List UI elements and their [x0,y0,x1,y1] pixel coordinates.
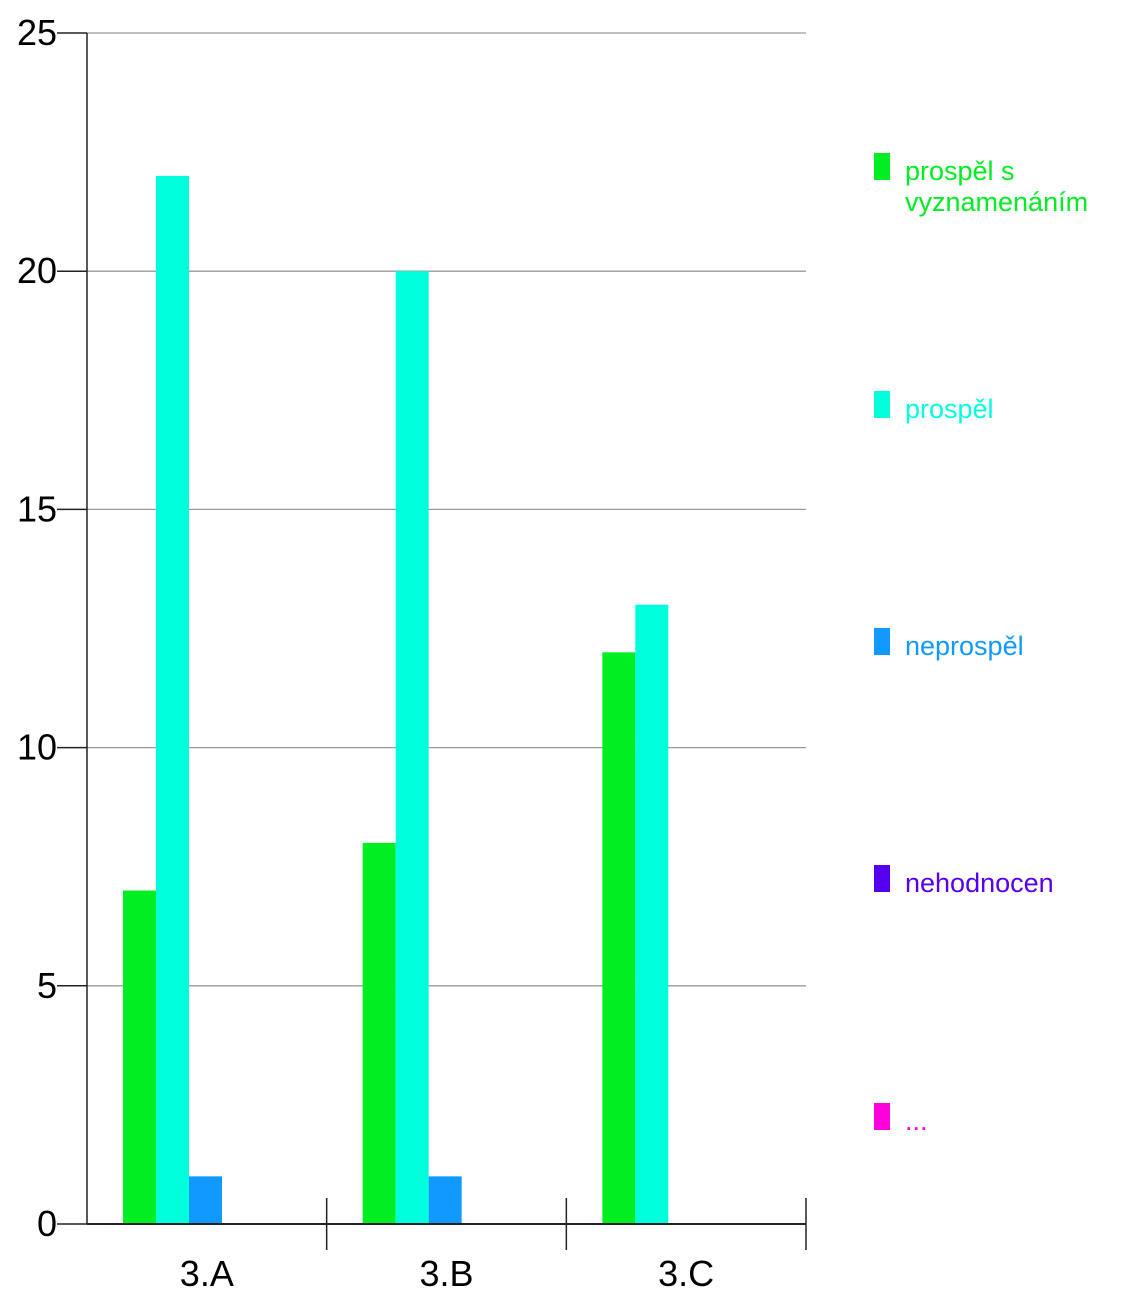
legend-swatch [874,1103,890,1130]
legend-swatch [874,865,890,892]
legend-label: nehodnocen [905,868,1054,898]
bar-3b-series-3 [428,1176,462,1224]
legend-label: prospěl [905,394,994,424]
bars [123,175,669,1224]
grid-lines [87,32,806,987]
bar-3c-series-1 [602,652,636,1224]
legend-label: prospěl s [905,156,1015,186]
legend-label: ... [905,1106,928,1136]
bar-3a-series-2 [156,175,189,1224]
bar-3c-series-2 [635,604,669,1224]
x-tick-label: 3.A [180,1253,234,1292]
legend-swatch [874,153,890,180]
bar-3b-series-2 [395,271,429,1224]
legend-swatch [874,628,890,655]
y-tick-label: 20 [17,250,57,291]
y-tick-label: 25 [17,12,57,53]
y-tick-label: 15 [17,488,57,529]
legend-label: vyznamenáním [905,187,1088,217]
bar-3b-series-1 [362,842,396,1224]
legend-swatch [874,391,890,418]
x-tick-label: 3.B [419,1253,473,1292]
axes: 0 5 10 15 20 25 3.A 3.B 3.C [17,12,807,1292]
bar-3a-series-1 [123,890,156,1224]
y-tick-label: 5 [37,965,57,1006]
bar-3a-series-3 [189,1176,222,1224]
x-tick-label: 3.C [658,1253,714,1292]
y-tick-label: 0 [37,1203,57,1244]
legend-label: neprospěl [905,631,1024,661]
y-tick-label: 10 [17,727,57,768]
